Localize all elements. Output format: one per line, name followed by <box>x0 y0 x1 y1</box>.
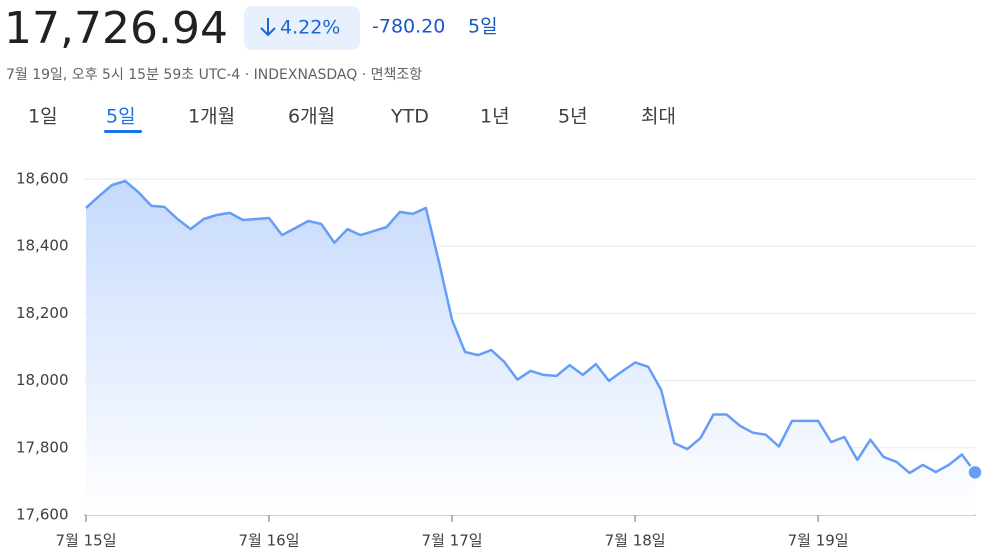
y-tick-label: 17,600 <box>16 506 69 524</box>
y-tick-label: 17,800 <box>16 438 69 456</box>
tab[interactable]: 1년 <box>480 106 510 128</box>
x-tick-label: 7월 17일 <box>422 532 483 550</box>
change: -780.20 <box>372 16 445 38</box>
tab[interactable]: 6개월 <box>288 106 335 128</box>
tab[interactable]: 1개월 <box>188 106 235 128</box>
end-dot <box>967 464 983 481</box>
x-tick-label: 7월 16일 <box>239 532 300 550</box>
change-percent: 4.22% <box>280 17 340 39</box>
period: 5일 <box>468 16 498 38</box>
tab[interactable]: 1일 <box>28 106 58 128</box>
change-pill <box>244 6 360 50</box>
line <box>85 179 977 475</box>
y-tick-label: 18,400 <box>16 237 69 255</box>
x-tick-label: 7월 15일 <box>56 532 117 550</box>
y-tick-label: 18,200 <box>16 304 69 322</box>
tab[interactable]: 5일 <box>106 106 136 128</box>
price: 17,726.94 <box>4 3 228 54</box>
y-tick-label: 18,600 <box>16 170 69 188</box>
x-tick-label: 7월 19일 <box>788 532 849 550</box>
area <box>86 181 975 515</box>
tab[interactable]: 5년 <box>558 106 588 128</box>
tab[interactable]: YTD <box>390 106 429 128</box>
x-tick-label: 7월 18일 <box>605 532 666 550</box>
subtitle: 7월 19일, 오후 5시 15분 59초 UTC-4 · INDEXNASDA… <box>6 67 422 83</box>
y-tick-label: 18,000 <box>16 371 69 389</box>
tab[interactable]: 최대 <box>641 106 676 128</box>
down-arrow <box>260 18 276 37</box>
tab-underline <box>104 130 142 133</box>
